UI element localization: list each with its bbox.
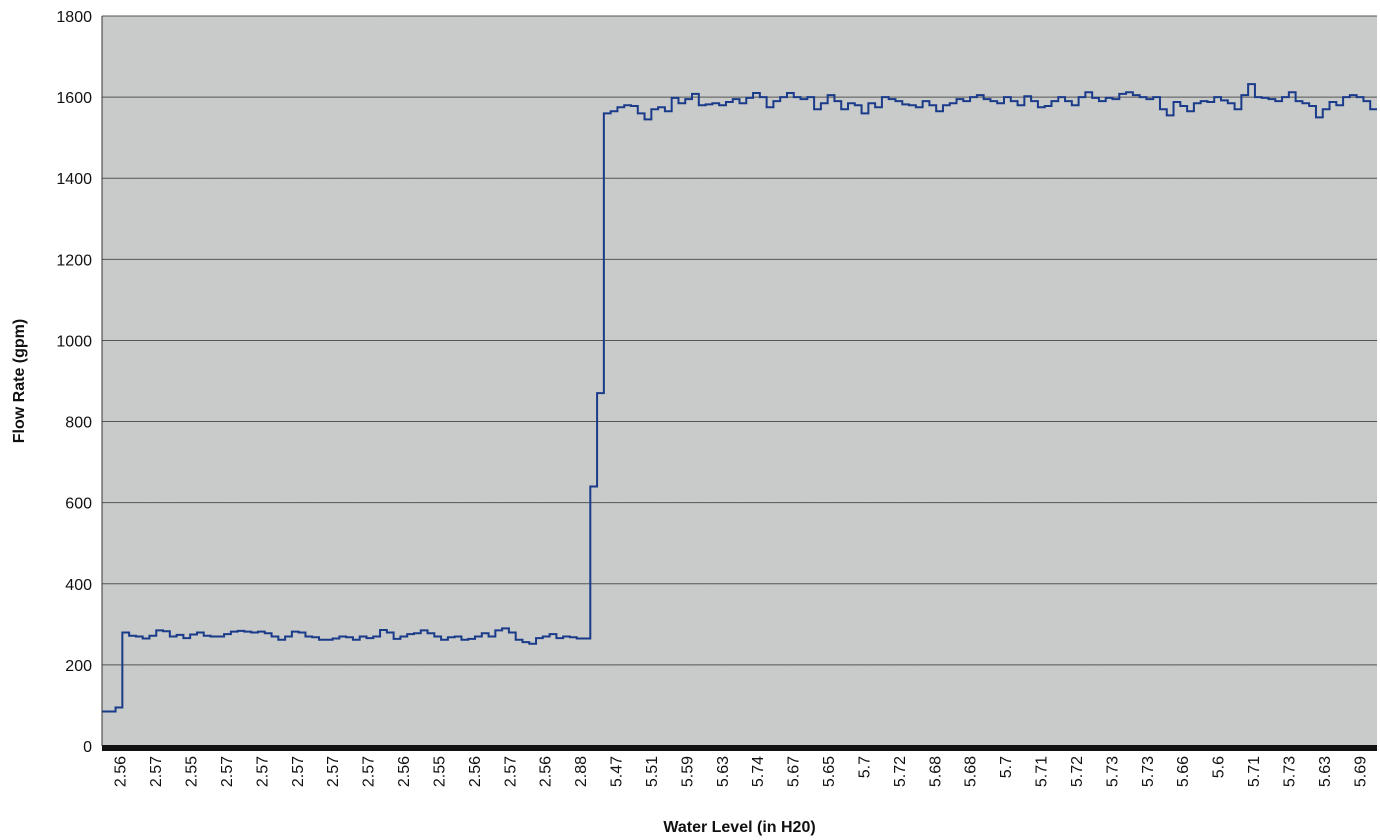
x-tick-label: 5.67 (786, 756, 803, 787)
x-tick-label: 5.71 (1034, 756, 1051, 787)
x-tick-label: 2.56 (467, 756, 484, 787)
x-tick-label: 2.57 (361, 756, 378, 787)
x-tick-label: 5.69 (1352, 756, 1369, 787)
flow-rate-series-line (102, 83, 1377, 713)
x-tick-label: 2.56 (538, 756, 555, 787)
y-tick-label: 800 (65, 415, 92, 432)
x-tick-label: 5.51 (644, 756, 661, 787)
x-tick-label: 2.88 (573, 756, 590, 787)
y-tick-label: 400 (65, 577, 92, 594)
x-tick-label: 5.68 (927, 756, 944, 787)
x-tick-label: 5.68 (963, 756, 980, 787)
x-tick-label: 2.57 (219, 756, 236, 787)
x-tick-label: 2.57 (254, 756, 271, 787)
x-tick-label: 2.57 (290, 756, 307, 787)
x-tick-label: 5.73 (1104, 756, 1121, 787)
y-tick-label: 1400 (56, 171, 92, 188)
x-tick-label: 5.74 (750, 756, 767, 787)
x-tick-label: 5.7 (856, 756, 873, 778)
gridlines (102, 15, 1377, 666)
y-tick-label: 1200 (56, 252, 92, 269)
y-tick-label: 600 (65, 496, 92, 513)
x-tick-label: 5.59 (679, 756, 696, 787)
x-tick-label: 2.57 (325, 756, 342, 787)
y-tick-label: 1000 (56, 333, 92, 350)
x-tick-label: 2.57 (148, 756, 165, 787)
x-tick-label: 5.73 (1281, 756, 1298, 787)
x-tick-label: 2.56 (113, 756, 130, 787)
x-tick-label: 2.55 (184, 756, 201, 787)
y-tick-label: 1800 (56, 9, 92, 26)
x-tick-label: 5.65 (821, 756, 838, 787)
x-tick-label: 2.56 (396, 756, 413, 787)
x-tick-label: 5.73 (1140, 756, 1157, 787)
x-axis-baseline (102, 745, 1377, 751)
x-tick-label: 5.47 (609, 756, 626, 787)
x-axis-tick-labels: 2.56 2.57 2.55 2.57 2.57 2.57 2.57 2.57 2.56 2.55… (113, 756, 1370, 787)
plot-texture (102, 16, 1377, 746)
x-axis-title: Water Level (in H20) (663, 819, 815, 836)
x-tick-label: 5.66 (1175, 756, 1192, 787)
x-tick-label: 5.72 (1069, 756, 1086, 787)
x-tick-label: 5.72 (892, 756, 909, 787)
x-tick-label: 2.57 (502, 756, 519, 787)
x-tick-label: 5.6 (1211, 756, 1228, 778)
x-tick-label: 5.7 (998, 756, 1015, 778)
y-axis-title: Flow Rate (gpm) (11, 319, 28, 443)
y-axis-tick-labels: 0 200 400 600 800 1000 1200 1400 1600 1800 (56, 9, 92, 756)
y-tick-label: 200 (65, 658, 92, 675)
x-tick-label: 5.71 (1246, 756, 1263, 787)
y-tick-label: 1600 (56, 90, 92, 107)
x-tick-label: 5.63 (715, 756, 732, 787)
x-tick-label: 2.55 (431, 756, 448, 787)
y-tick-label: 0 (83, 739, 92, 756)
x-tick-label: 5.63 (1317, 756, 1334, 787)
